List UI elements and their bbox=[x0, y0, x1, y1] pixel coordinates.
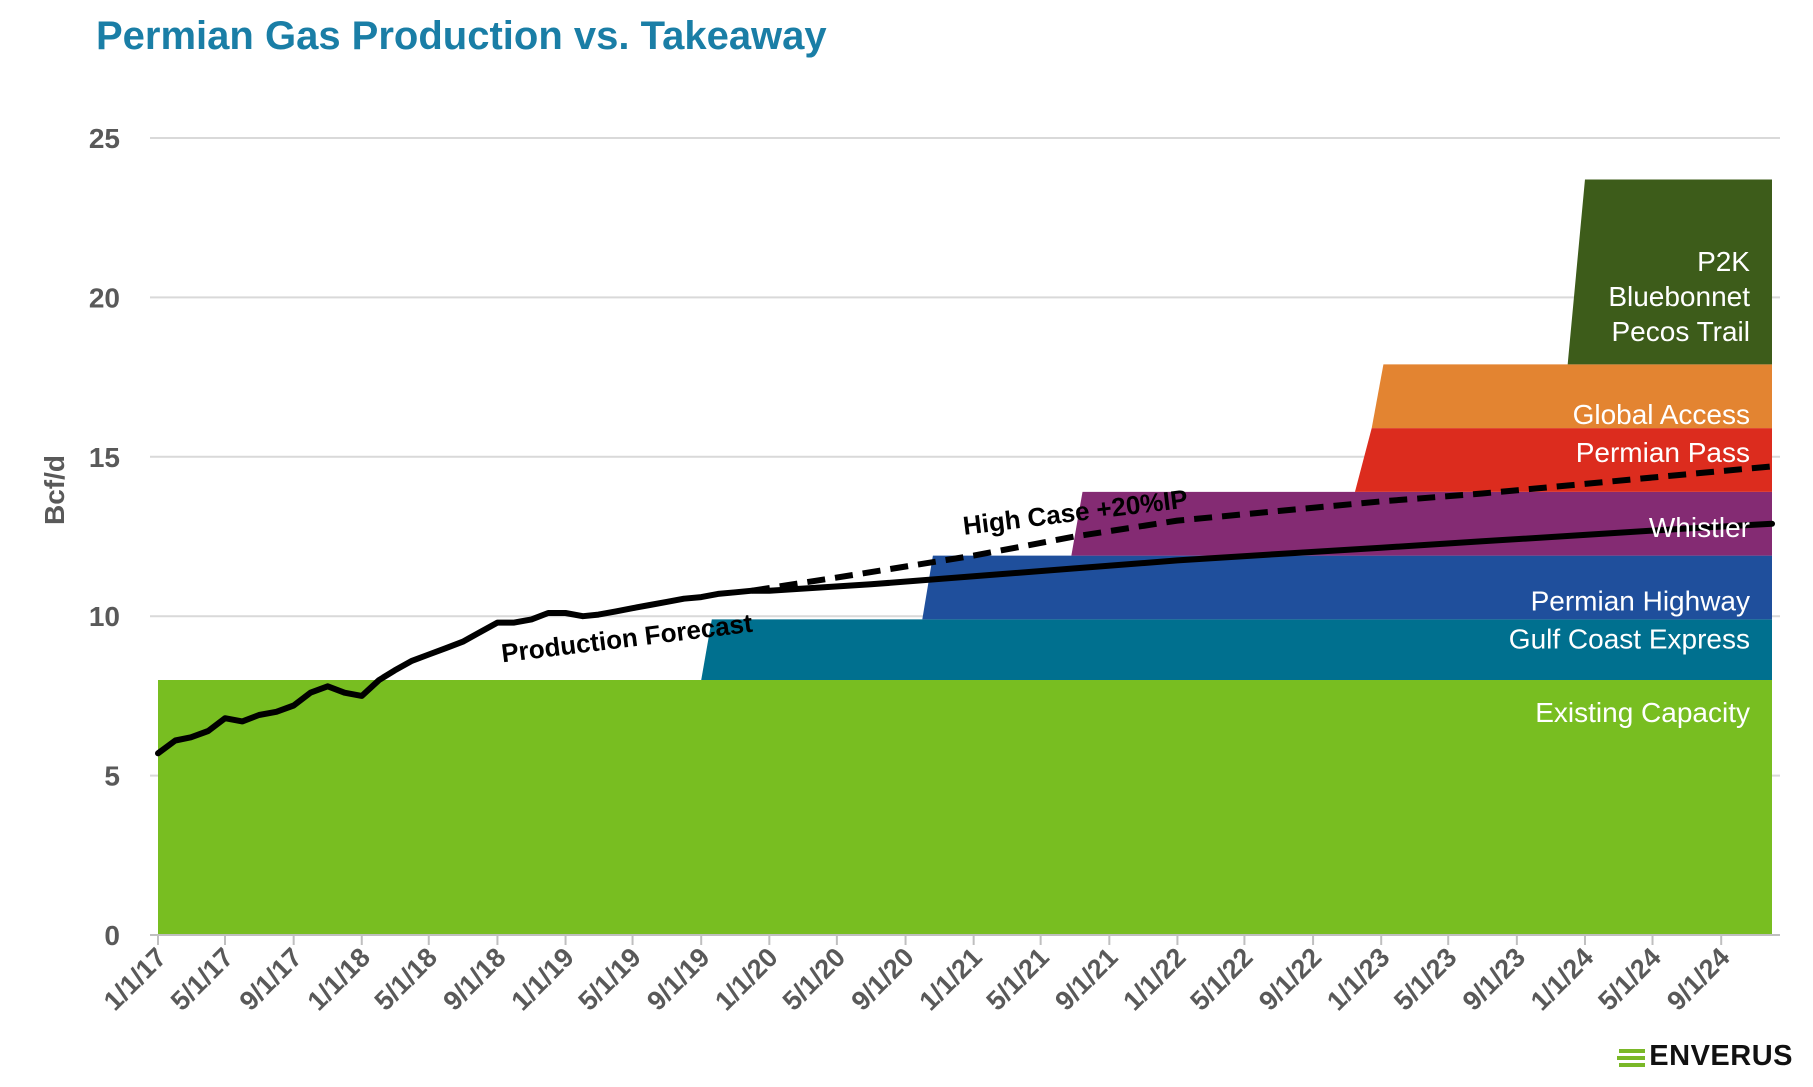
x-tick-label: 1/1/17 bbox=[98, 942, 172, 1016]
capacity-area-0 bbox=[158, 679, 1772, 935]
axes bbox=[150, 934, 1780, 945]
x-tick-label: 1/1/24 bbox=[1525, 942, 1599, 1016]
x-tick-label: 5/1/19 bbox=[572, 942, 646, 1016]
x-tick-label: 9/1/24 bbox=[1661, 942, 1735, 1016]
x-tick-label: 1/1/20 bbox=[709, 942, 783, 1016]
x-tick-label: 9/1/22 bbox=[1253, 942, 1327, 1016]
x-tick-label: 1/1/19 bbox=[505, 942, 579, 1016]
y-tick-label: 15 bbox=[89, 442, 120, 473]
y-tick-label: 5 bbox=[104, 761, 120, 792]
segment-label: P2K Bluebonnet Pecos Trail bbox=[1608, 246, 1750, 347]
segment-label-line: Gulf Coast Express bbox=[1509, 624, 1750, 655]
segment-label-line: Global Access bbox=[1573, 399, 1750, 430]
segment-label-line: P2K bbox=[1697, 246, 1750, 277]
y-tick-label: 0 bbox=[104, 920, 120, 951]
segment-label-line: Permian Highway bbox=[1531, 585, 1750, 616]
y-axis-ticks: 0 5 10 15 20 25 bbox=[89, 123, 120, 951]
x-tick-label: 1/1/18 bbox=[302, 942, 376, 1016]
x-tick-label: 5/1/24 bbox=[1592, 942, 1666, 1016]
logo-text: ENVERUS bbox=[1649, 1040, 1793, 1072]
capacity-areas bbox=[158, 179, 1772, 935]
segment-label: Existing Capacity bbox=[1535, 697, 1750, 728]
segment-label-line: Bluebonnet bbox=[1608, 281, 1750, 312]
y-tick-label: 10 bbox=[89, 601, 120, 632]
y-tick-label: 25 bbox=[89, 123, 120, 154]
segment-label-line: Existing Capacity bbox=[1535, 697, 1750, 728]
segment-label-line: Permian Pass bbox=[1576, 437, 1750, 468]
x-tick-label: 5/1/23 bbox=[1388, 942, 1462, 1016]
production-lines bbox=[155, 463, 1775, 757]
x-tick-label: 5/1/22 bbox=[1184, 942, 1258, 1016]
capacity-area-6 bbox=[1567, 179, 1772, 365]
x-axis-ticks: 1/1/175/1/179/1/171/1/185/1/189/1/181/1/… bbox=[98, 942, 1735, 1016]
segment-labels: Existing Capacity Gulf Coast Express Permi… bbox=[1509, 246, 1751, 728]
capacity-area-4 bbox=[1354, 428, 1772, 492]
capacity-area-3 bbox=[1071, 491, 1772, 556]
x-tick-label: 5/1/21 bbox=[981, 942, 1055, 1016]
x-tick-label: 9/1/17 bbox=[234, 942, 308, 1016]
segment-label: Whistler bbox=[1649, 512, 1750, 543]
x-tick-label: 1/1/21 bbox=[914, 942, 988, 1016]
x-tick-label: 9/1/18 bbox=[437, 942, 511, 1016]
x-tick-label: 9/1/19 bbox=[641, 942, 715, 1016]
segment-label-line: Whistler bbox=[1649, 512, 1750, 543]
x-tick-label: 1/1/23 bbox=[1321, 942, 1395, 1016]
segment-label-line: Pecos Trail bbox=[1612, 316, 1751, 347]
segment-label: Permian Highway bbox=[1531, 585, 1750, 616]
chart-title: Permian Gas Production vs. Takeaway bbox=[96, 14, 827, 58]
segment-label: Global Access bbox=[1573, 399, 1750, 430]
x-tick-label: 9/1/20 bbox=[845, 942, 919, 1016]
capacity-area-5 bbox=[1371, 364, 1772, 429]
x-tick-label: 5/1/18 bbox=[369, 942, 443, 1016]
x-tick-label: 9/1/23 bbox=[1457, 942, 1531, 1016]
series-line-1 bbox=[751, 463, 1773, 594]
enverus-logo: ENVERUS bbox=[1617, 1040, 1793, 1073]
y-tick-label: 20 bbox=[89, 282, 120, 313]
capacity-area-1 bbox=[701, 619, 1772, 680]
series-line-0 bbox=[155, 520, 1775, 757]
segment-label: Gulf Coast Express bbox=[1509, 624, 1750, 655]
capacity-area-2 bbox=[922, 555, 1772, 620]
x-tick-label: 9/1/21 bbox=[1049, 942, 1123, 1016]
x-tick-label: 1/1/22 bbox=[1117, 942, 1191, 1016]
x-tick-label: 5/1/20 bbox=[777, 942, 851, 1016]
y-axis-label: Bcf/d bbox=[39, 455, 70, 525]
x-tick-label: 5/1/17 bbox=[165, 942, 239, 1016]
segment-label: Permian Pass bbox=[1576, 437, 1750, 468]
logo-mark-icon bbox=[1617, 1048, 1646, 1067]
